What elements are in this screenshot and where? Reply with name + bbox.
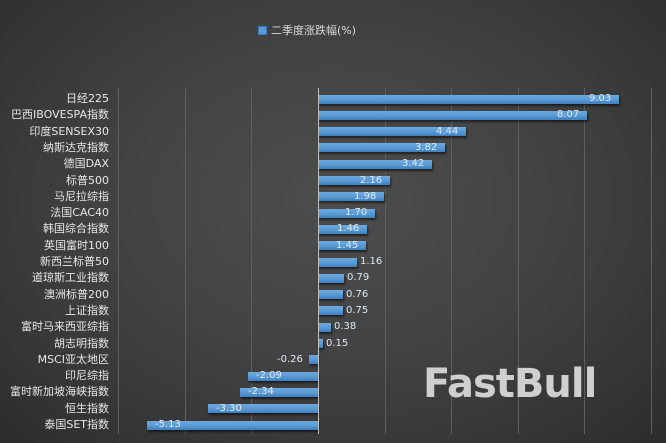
data-bar [208,404,318,413]
data-value-label: 0.75 [346,305,369,316]
data-value-label: -2.09 [256,370,282,381]
data-bar [318,143,445,152]
category-label: 澳洲标普200 [44,288,109,301]
vertical-gridline [118,88,119,434]
category-label: 印尼综指 [65,369,109,382]
data-bar [318,127,466,136]
data-value-label: 1.70 [345,207,368,218]
data-value-label: -3.30 [216,403,242,414]
data-bar [309,355,318,364]
data-bar [240,388,318,397]
category-label: 英国富时100 [44,239,109,252]
data-bar [318,176,390,185]
vertical-gridline [385,88,386,434]
data-bar [318,160,432,169]
vertical-gridline [518,88,519,434]
data-value-label: 8.07 [557,109,580,120]
data-value-label: 9.03 [589,93,612,104]
data-value-label: 0.15 [326,338,349,349]
data-value-label: 4.44 [436,126,459,137]
data-value-label: 2.16 [360,175,383,186]
data-value-label: 3.82 [415,142,438,153]
data-bar [318,209,375,218]
data-value-label: -2.34 [248,386,274,397]
data-value-label: 0.76 [346,289,369,300]
category-label: 标普500 [66,174,109,187]
category-label: 法国CAC40 [50,206,109,219]
category-label: 道琼斯工业指数 [32,271,109,284]
category-label: 泰国SET指数 [44,418,109,431]
category-label: 纳斯达克指数 [43,141,109,154]
category-label: 韩国综合指数 [43,222,109,235]
data-bar [318,274,344,283]
category-label: 日经225 [66,92,109,105]
chart-legend: 二季度涨跌幅(%) [258,22,356,38]
data-value-label: 3.42 [402,158,425,169]
category-label: 德国DAX [63,157,109,170]
data-bar [318,192,384,201]
data-value-label: 0.79 [347,272,370,283]
data-value-label: 1.45 [336,240,359,251]
data-bar [318,290,343,299]
vertical-gridline [251,88,252,434]
category-label: 巴西IBOVESPA指数 [11,108,109,121]
legend-swatch-icon [258,25,267,35]
fastbull-watermark-logo: FastBull [423,361,597,407]
data-value-label: -5.13 [155,419,181,430]
category-label: MSCI亚太地区 [37,353,109,366]
category-label: 富时新加坡海峡指数 [10,385,109,398]
data-bar [318,258,357,267]
vertical-gridline [584,88,585,434]
category-label: 印度SENSEX30 [29,125,109,138]
data-bar [318,306,343,315]
data-value-label: 1.16 [360,256,383,267]
data-bar [318,323,331,332]
legend-label: 二季度涨跌幅(%) [271,24,357,37]
zero-axis-line [318,88,319,434]
category-label: 恒生指数 [65,402,109,415]
data-bar [318,339,323,348]
vertical-gridline [451,88,452,434]
data-bar [318,225,367,234]
data-bar [248,372,318,381]
data-value-label: 1.46 [337,223,360,234]
category-label: 上证指数 [65,304,109,317]
data-value-label: -0.26 [277,354,303,365]
category-label: 新西兰标普50 [40,255,109,268]
data-bar [318,111,587,120]
data-value-label: 1.98 [354,191,377,202]
data-value-label: 0.38 [334,321,357,332]
category-label: 胡志明指数 [54,337,109,350]
category-label: 富时马来西亚综指 [21,320,109,333]
vertical-gridline [651,88,652,434]
vertical-gridline [185,88,186,434]
data-bar [318,241,366,250]
category-label: 马尼拉综指 [54,190,109,203]
data-bar [147,421,318,430]
data-bar [318,95,619,104]
